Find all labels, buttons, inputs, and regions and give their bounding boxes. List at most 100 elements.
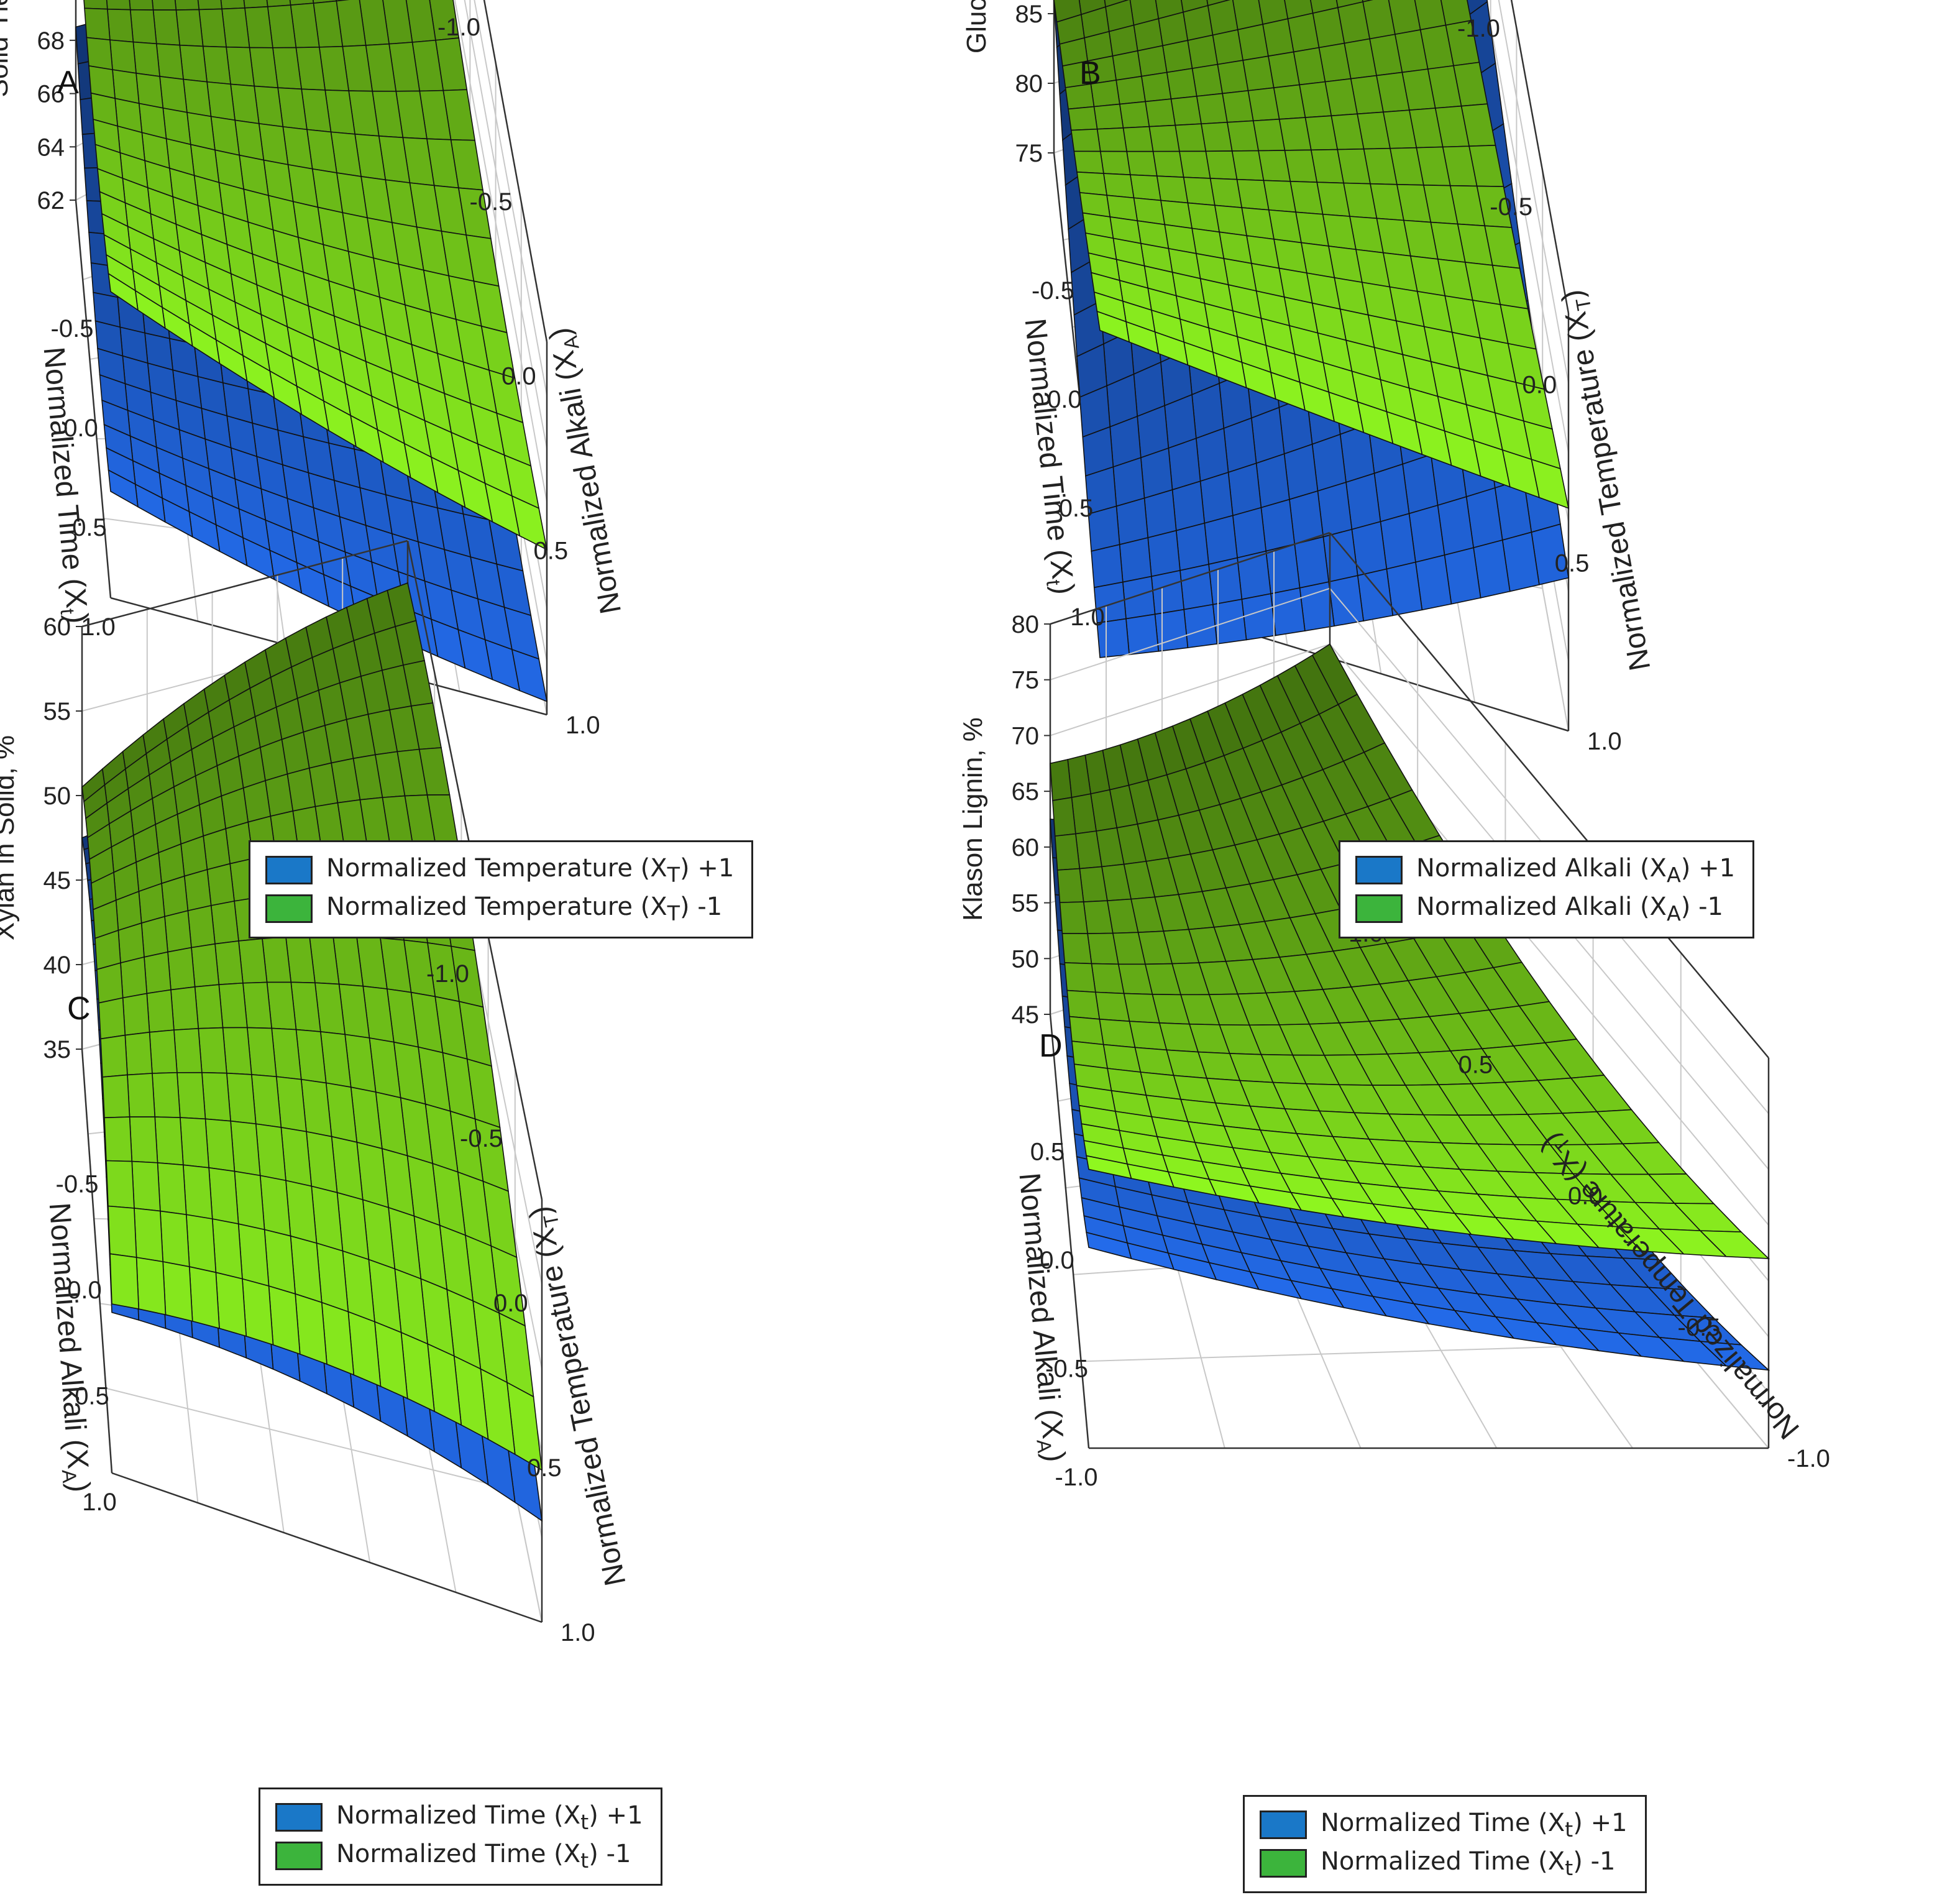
surface-cell	[1148, 124, 1180, 152]
surface-cell	[1160, 200, 1193, 229]
surface-cell	[1126, 150, 1158, 177]
surface-cell	[1112, 457, 1145, 507]
floor-grid-line	[106, 1387, 516, 1491]
z-tick-label: 50	[1012, 945, 1040, 973]
surface-cell	[106, 1160, 135, 1209]
surface-cell	[1205, 150, 1238, 180]
surface-cell	[237, 1223, 270, 1287]
y-tick-label: 0.0	[1568, 1183, 1603, 1210]
surface-cell	[164, 910, 192, 953]
x-tick-label: -0.5	[1032, 277, 1074, 305]
surface-cell	[152, 9, 181, 46]
legend-item: Normalized Time (Xt) -1	[275, 1837, 643, 1875]
z-tick-label: 75	[1012, 667, 1040, 694]
y-tick-label: 0.0	[1523, 372, 1557, 399]
surface-green	[81, 582, 543, 1471]
legend-item: Normalized Time (Xt) +1	[275, 1798, 643, 1837]
surface-cell	[127, 1073, 156, 1118]
surface-cell	[234, 1170, 265, 1231]
surface-cell	[242, 981, 273, 1029]
surface-cell	[144, 951, 172, 994]
x-tick-label: 0.0	[63, 415, 98, 442]
legend-label: Normalized Time (Xt) +1	[1321, 1808, 1628, 1842]
y-tick-label: 0.5	[527, 1454, 562, 1482]
x-tick-label: -0.5	[1045, 1356, 1088, 1383]
surface-cell	[1093, 103, 1124, 130]
surface-cell	[1222, 89, 1254, 123]
surface-cell	[1179, 563, 1214, 610]
surface-cell	[108, 272, 139, 311]
y-tick-label: -1.0	[426, 960, 469, 988]
surface-cell	[83, 0, 108, 10]
surface-cell	[1162, 40, 1193, 73]
surface-cell	[1250, 406, 1285, 464]
wall-grid-line	[1485, 0, 1569, 453]
surface-cell	[1171, 480, 1206, 531]
surface-cell	[84, 7, 111, 41]
axis-frame-line	[483, 0, 548, 342]
surface-cell	[1140, 71, 1172, 103]
surface-cell	[102, 1074, 131, 1119]
surface-cell	[109, 39, 137, 74]
z-axis-title: Solid Yield, %	[0, 0, 14, 98]
surface-cell	[108, 1205, 137, 1259]
z-tick-label: 66	[37, 81, 65, 108]
surface-cell	[1232, 507, 1267, 559]
surface-cell	[226, 1072, 257, 1125]
surface-cell	[135, 72, 164, 109]
z-tick-label: 45	[44, 867, 71, 894]
surface-cell	[109, 1253, 140, 1310]
wall-grid-line	[474, 0, 547, 395]
surface-cell	[1183, 5, 1214, 41]
surface-cell	[210, 900, 239, 945]
x-tick-label: 1.0	[82, 1489, 117, 1516]
surface-cell	[1199, 471, 1234, 524]
y-tick-label: -1.0	[1457, 15, 1500, 42]
y-tick-label: -0.5	[1678, 1314, 1721, 1341]
surface-cell	[106, 0, 131, 11]
surface-cell	[191, 943, 220, 988]
legend-item: Normalized Time (Xt) -1	[1260, 1844, 1628, 1883]
surface-cell	[170, 986, 199, 1031]
y-tick-label: 1.0	[1587, 728, 1622, 755]
surface-cell	[1212, 29, 1244, 65]
z-tick-label: 68	[37, 27, 65, 55]
z-tick-label: 55	[44, 698, 71, 725]
y-tick-label: 0.5	[534, 537, 569, 564]
y-tick-label: 1.0	[561, 1619, 595, 1646]
surface-cell	[1217, 60, 1249, 94]
z-tick-label: 80	[1012, 611, 1040, 638]
surface-cell	[1066, 989, 1101, 1020]
surface-cell	[106, 8, 134, 43]
y-axis-title: Normalized Alkali (XA)	[543, 324, 631, 617]
x-tick-label: 0.0	[1040, 1247, 1074, 1274]
z-tick-label: 80	[1015, 70, 1043, 98]
z-tick-label: 62	[37, 187, 65, 214]
surface-cell	[1133, 18, 1163, 52]
surface-cell	[222, 1027, 252, 1075]
surface-cell	[1227, 462, 1262, 516]
surface-cell	[161, 875, 189, 917]
legend-swatch-green	[1260, 1849, 1307, 1878]
surface-cell	[1195, 428, 1229, 482]
legend-swatch-blue	[1260, 1811, 1307, 1839]
y-tick-label: -0.5	[460, 1125, 503, 1152]
surface-cell	[1178, 150, 1211, 179]
surface-cell	[1094, 991, 1130, 1022]
panel-label: B	[1079, 55, 1101, 91]
surface-cell	[218, 982, 248, 1029]
panel-label: A	[57, 65, 79, 101]
surface-cell	[1086, 1231, 1132, 1260]
legend-label: Normalized Temperature (XT) -1	[326, 892, 723, 925]
y-tick-label: 1.0	[566, 712, 600, 739]
surface-cell	[1076, 171, 1107, 196]
surface-cell	[183, 78, 212, 117]
legend-panel-c: Normalized Time (Xt) +1 Normalized Time …	[259, 1788, 662, 1886]
legend-label: Normalized Alkali (XA) -1	[1416, 892, 1723, 925]
y-axis-title: Normalized Temperature (XT)	[1555, 287, 1660, 673]
surface-cell	[1151, 569, 1185, 615]
surface-cell	[1317, 481, 1353, 538]
surface-cell	[1059, 901, 1088, 934]
surface-cell	[140, 916, 168, 958]
surface-cell	[1156, 175, 1189, 204]
